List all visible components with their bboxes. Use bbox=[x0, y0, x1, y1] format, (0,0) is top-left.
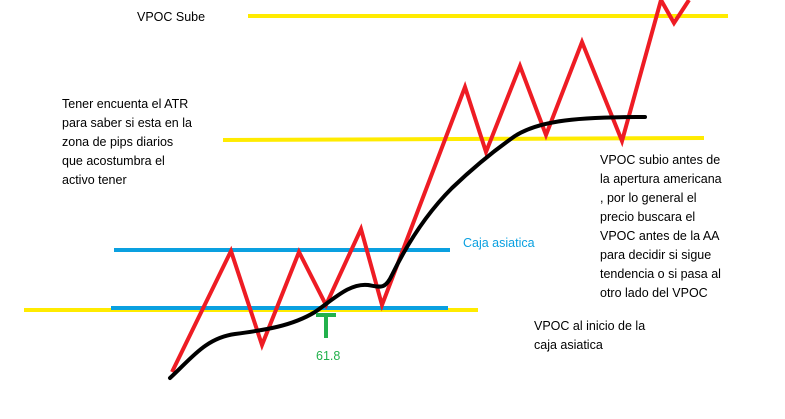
vpoc-subio-note: VPOC subio antes de la apertura americana… bbox=[600, 153, 722, 300]
atr-note: Tener encuenta el ATR para saber si esta … bbox=[62, 97, 192, 187]
vpoc-inicio-note-line: caja asiatica bbox=[534, 338, 603, 352]
atr-note-line: activo tener bbox=[62, 173, 127, 187]
vpoc-inicio-note: VPOC al inicio de la caja asiatica bbox=[534, 319, 645, 352]
vpoc-subio-note-line: tendencia o si pasa al bbox=[600, 267, 721, 281]
vpoc-subio-note-line: precio buscara el bbox=[600, 210, 695, 224]
fib-618-label: 61.8 bbox=[316, 349, 340, 363]
vpoc-subio-note-line: otro lado del VPOC bbox=[600, 286, 708, 300]
trend-curve bbox=[168, 115, 647, 380]
atr-note-line: que acostumbra el bbox=[62, 154, 165, 168]
atr-note-line: para saber si esta en la bbox=[62, 116, 192, 130]
vpoc-subio-note-line: la apertura americana bbox=[600, 172, 722, 186]
caja-asiatica-label: Caja asiatica bbox=[463, 236, 535, 250]
fib-618-marker bbox=[316, 313, 336, 338]
vpoc-subio-note-line: , por lo general el bbox=[600, 191, 697, 205]
vpoc-inicio-note-line: VPOC al inicio de la bbox=[534, 319, 645, 333]
vpoc-sube-label: VPOC Sube bbox=[137, 10, 205, 24]
vpoc-subio-note-line: VPOC subio antes de bbox=[600, 153, 720, 167]
price-zigzag bbox=[170, 0, 691, 373]
vpoc-mid-line bbox=[222, 136, 705, 142]
vpoc-subio-note-line: VPOC antes de la AA bbox=[600, 229, 720, 243]
atr-note-line: Tener encuenta el ATR bbox=[62, 97, 188, 111]
atr-note-line: zona de pips diarios bbox=[62, 135, 173, 149]
vpoc-subio-note-line: para decidir si sigue bbox=[600, 248, 711, 262]
